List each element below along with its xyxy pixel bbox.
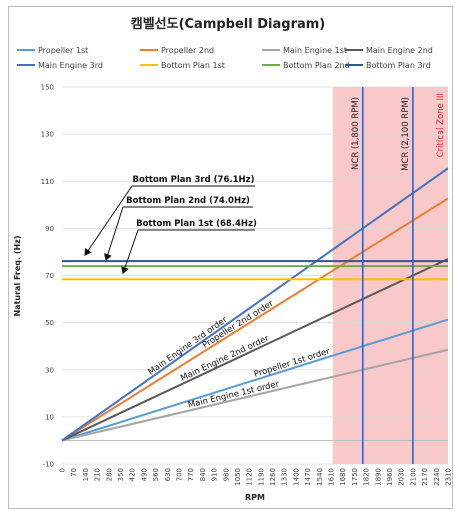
x-tick-label: 1610: [328, 468, 336, 486]
callout-arrow: [84, 185, 133, 256]
callout-arrow: [121, 229, 139, 275]
y-tick-label: 10: [45, 413, 54, 421]
legend-item: Propeller 2nd: [140, 46, 214, 55]
x-axis-title: RPM: [245, 493, 265, 502]
series-line: [61, 318, 449, 442]
legend-label: Main Engine 2nd: [366, 46, 433, 55]
x-tick-label: 1400: [292, 468, 300, 486]
x-tick-label: 1540: [316, 468, 324, 486]
series-line: [61, 167, 449, 442]
x-tick-label: 1470: [304, 468, 312, 486]
series-line: [61, 348, 449, 442]
legend-label: Bottom Plan 3rd: [366, 61, 431, 70]
x-tick-label: 350: [117, 468, 125, 481]
line-label: Main Engine 1st order: [187, 379, 281, 410]
x-tick-label: 910: [211, 468, 219, 481]
x-tick-label: 560: [152, 468, 160, 481]
legend-label: Bottom Plan 2nd: [283, 61, 350, 70]
callout-arrow: [104, 206, 124, 262]
y-tick-label: 90: [45, 225, 54, 233]
x-tick-label: 2100: [409, 468, 417, 486]
chart-legend: Propeller 1st Propeller 2nd Main Engine 1s…: [17, 46, 433, 70]
x-tick-label: 2030: [398, 468, 406, 486]
x-tick-label: 210: [94, 468, 102, 481]
x-tick-label: 1260: [269, 468, 277, 486]
legend-item: Main Engine 3rd: [17, 61, 103, 70]
callout-label: Bottom Plan 2nd (74.0Hz): [126, 196, 250, 206]
critical-zone-label: Critical Zone III: [436, 93, 446, 157]
x-tick-label: 1820: [363, 468, 371, 486]
legend-item: Main Engine 1st: [262, 46, 347, 55]
x-tick-label: 70: [70, 468, 78, 477]
vertical-markers-layer: NCR (1,800 RPM) MCR (2,100 RPM): [351, 87, 414, 464]
x-tick-label: 280: [105, 468, 113, 481]
callouts-layer: Bottom Plan 3rd (76.1Hz) Bottom Plan 2nd …: [84, 175, 257, 275]
legend-label: Bottom Plan 1st: [161, 61, 225, 70]
legend-label: Propeller 2nd: [161, 46, 214, 55]
y-axis-title: Natural Freq. (Hz): [13, 235, 22, 316]
x-tick-label: 1050: [234, 468, 242, 486]
x-tick-label: 0: [59, 468, 67, 472]
chart-title: 캠벨선도(Campbell Diagram): [131, 16, 326, 32]
vertical-marker-label: MCR (2,100 RPM): [401, 97, 411, 171]
x-tick-label: 1680: [339, 468, 347, 486]
x-tick-label: 1120: [246, 468, 254, 486]
x-tick-label: 420: [129, 468, 137, 481]
callout-label: Bottom Plan 1st (68.4Hz): [136, 219, 257, 229]
vertical-marker-label: NCR (1,800 RPM): [351, 97, 361, 170]
y-tick-label: 50: [45, 319, 54, 327]
x-tick-label: 1330: [281, 468, 289, 486]
series-layer: [61, 167, 449, 442]
x-tick-label: 2170: [421, 468, 429, 486]
x-tick-label: 490: [140, 468, 148, 481]
x-tick-label: 140: [82, 468, 90, 481]
y-tick-label: -10: [43, 461, 54, 469]
gridlines: [62, 86, 448, 465]
y-tick-label: 150: [41, 84, 54, 92]
series-line: [61, 258, 449, 442]
legend-item: Bottom Plan 1st: [140, 61, 225, 70]
x-tick-label: 1960: [386, 468, 394, 486]
legend-item: Bottom Plan 3rd: [345, 61, 431, 70]
legend-item: Main Engine 2nd: [345, 46, 433, 55]
x-tick-label: 630: [164, 468, 172, 481]
y-tick-label: 30: [45, 366, 54, 374]
legend-item: Bottom Plan 2nd: [262, 61, 350, 70]
y-tick-label: 70: [45, 272, 54, 280]
x-tick-label: 980: [222, 468, 230, 481]
x-tick-label: 840: [199, 468, 207, 481]
y-tick-label: 130: [41, 131, 54, 139]
line-label: Propeller 1st order: [253, 347, 332, 380]
x-tick-label: 2240: [433, 468, 441, 486]
legend-label: Main Engine 3rd: [38, 61, 103, 70]
x-tick-label: 700: [175, 468, 183, 481]
x-tick-label: 1190: [257, 468, 265, 486]
x-tick-label: 1750: [351, 468, 359, 486]
legend-label: Main Engine 1st: [283, 46, 347, 55]
callout: Bottom Plan 3rd (76.1Hz): [84, 175, 255, 256]
y-tick-label: 110: [41, 178, 54, 186]
callout: Bottom Plan 2nd (74.0Hz): [104, 196, 253, 262]
callout-label: Bottom Plan 3rd (76.1Hz): [133, 175, 255, 185]
x-tick-label: 1890: [374, 468, 382, 486]
legend-label: Propeller 1st: [38, 46, 88, 55]
x-tick-label: 2310: [445, 468, 453, 486]
x-tick-label: 770: [187, 468, 195, 481]
legend-item: Propeller 1st: [17, 46, 88, 55]
series-line: [61, 197, 449, 442]
callout: Bottom Plan 1st (68.4Hz): [121, 219, 257, 275]
